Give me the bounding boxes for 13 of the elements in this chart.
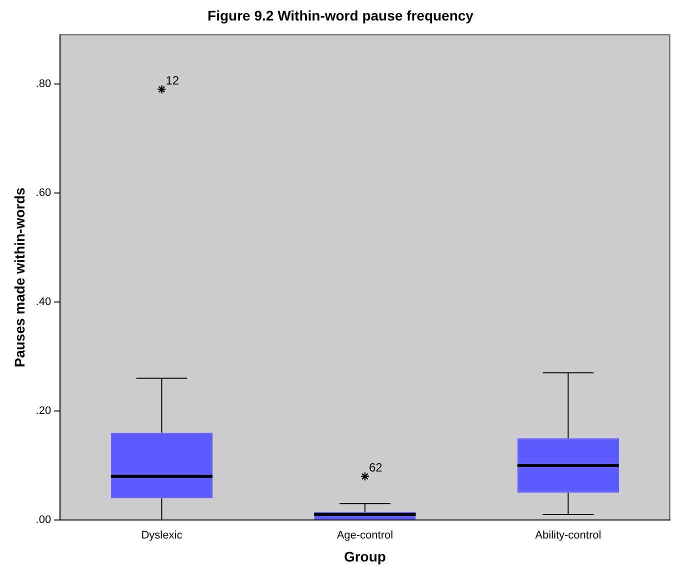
y-axis-title: Pauses made within-words — [11, 187, 28, 368]
x-tick-label: Age-control — [336, 530, 394, 542]
y-tick-label: .80 — [36, 78, 52, 90]
annotation: 62 — [368, 460, 383, 475]
y-tick-label: .00 — [36, 514, 52, 526]
y-tick-label: .60 — [36, 186, 52, 199]
chart-title: Figure 9.2 Within-word pause frequency — [208, 7, 474, 24]
x-axis-title: Group — [344, 548, 386, 564]
annotation: 12 — [166, 74, 180, 88]
x-tick-label: Dyslexic — [141, 530, 183, 542]
y-tick-label: .20 — [36, 405, 52, 417]
y-tick-label: .40 — [36, 296, 52, 308]
x-tick-label: Ability-control — [535, 530, 602, 542]
